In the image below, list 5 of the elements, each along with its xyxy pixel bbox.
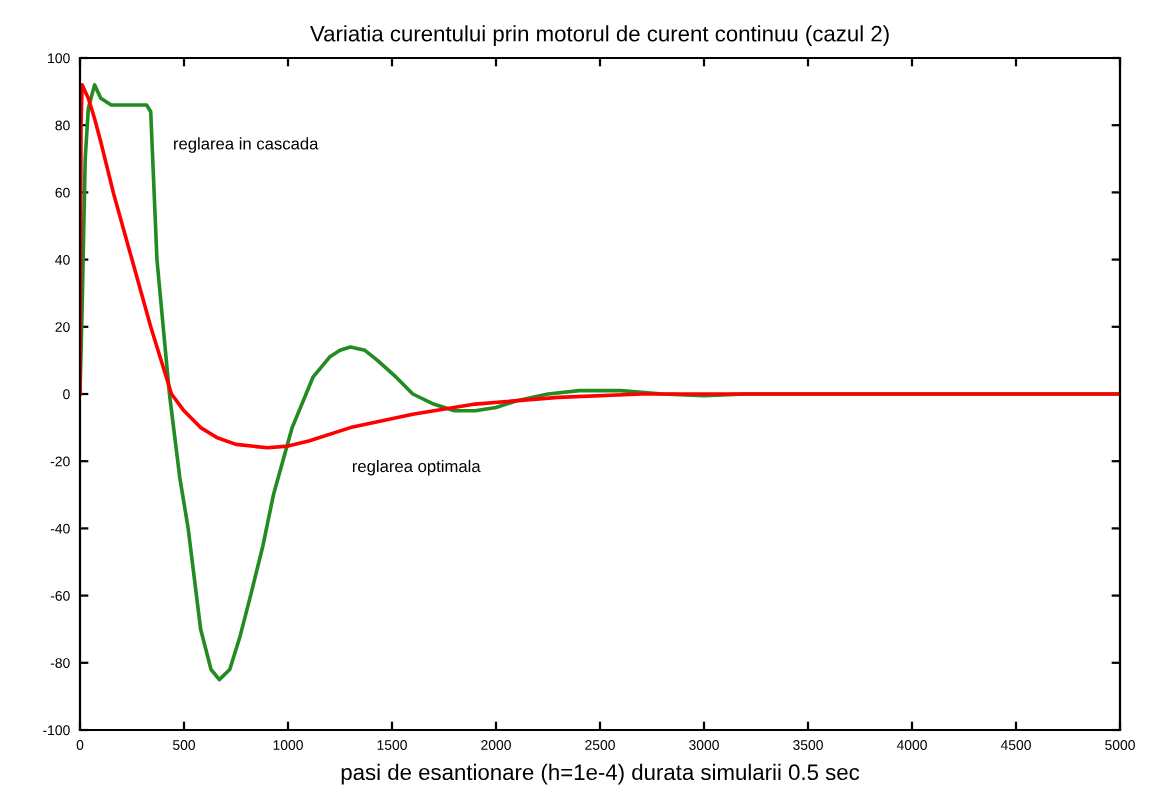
annotation: reglarea in cascada [174, 137, 319, 153]
x-axis-title: pasi de esantionare (h=1e-4) durata simularii 0.5 sec [341, 763, 860, 785]
line-series [80, 83, 1120, 450]
annotation: reglarea optimala [352, 459, 481, 476]
chart-title: Variatia curentului prin motorul de curent continuu (cazul 2) [310, 25, 889, 46]
